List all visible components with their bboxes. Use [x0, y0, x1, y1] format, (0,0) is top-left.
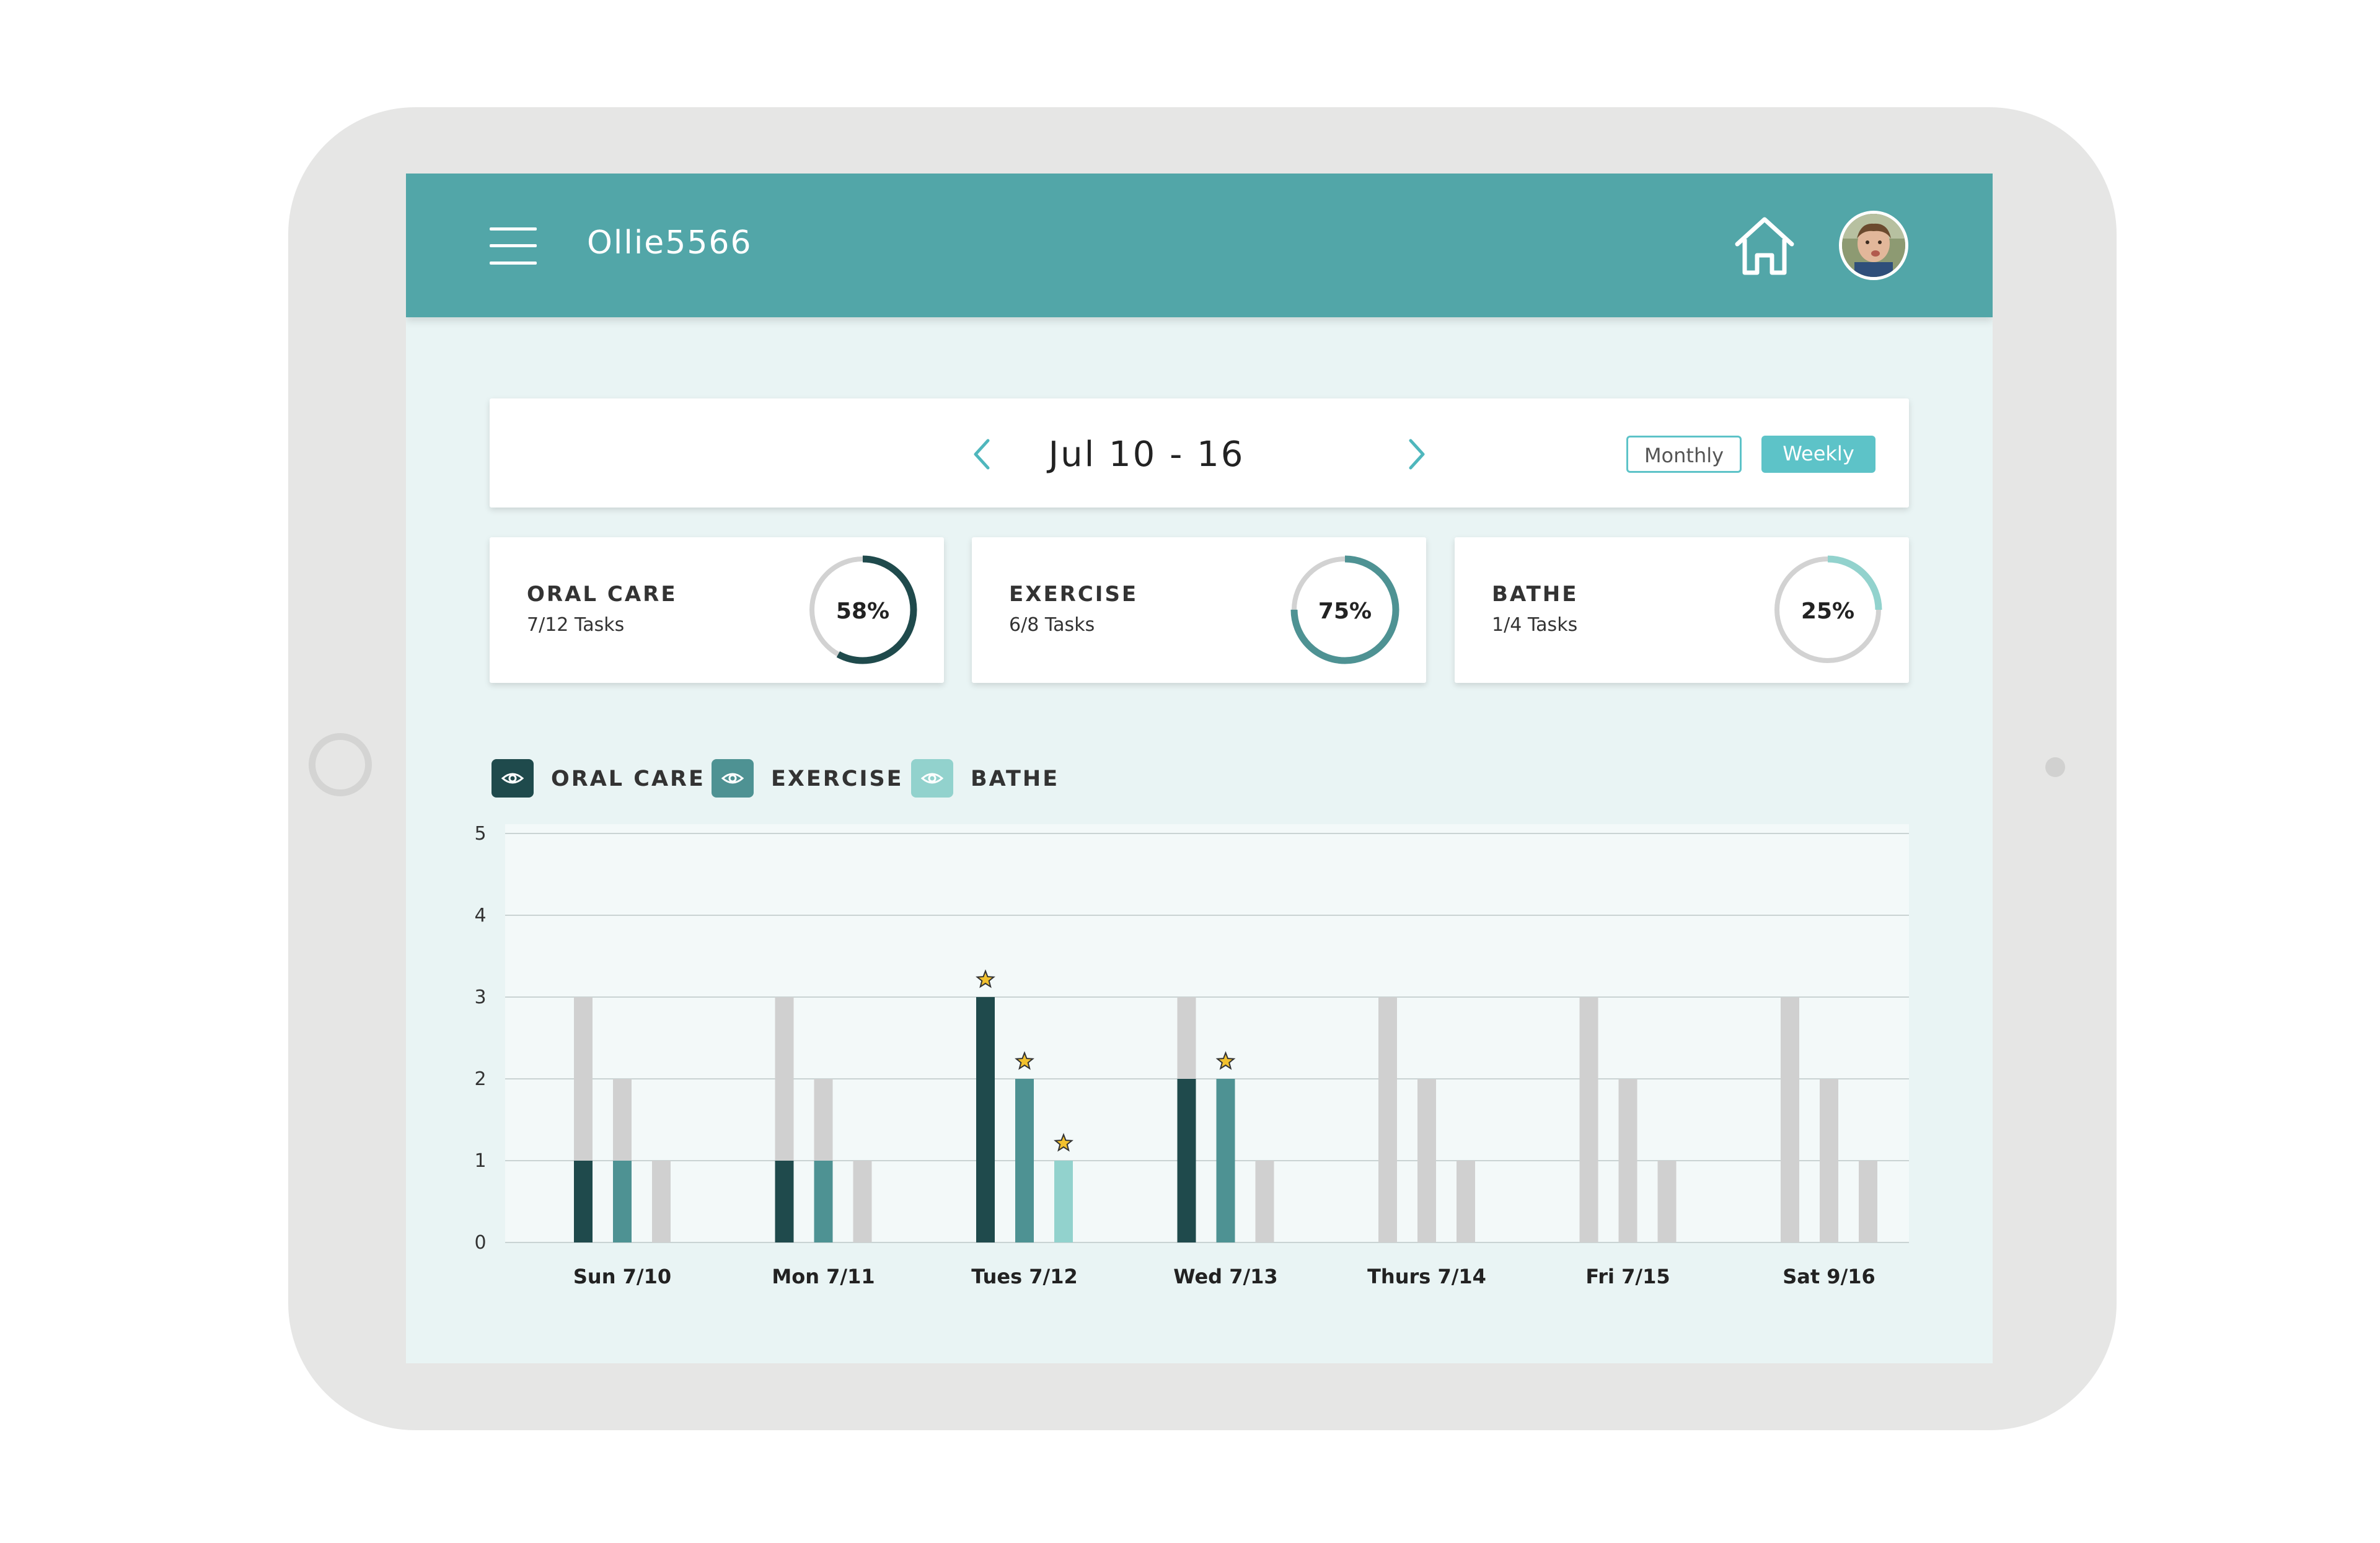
value-bar — [1177, 1079, 1196, 1242]
tablet-home-button — [309, 733, 372, 796]
goal-bar — [1579, 997, 1598, 1242]
y-tick-label: 2 — [474, 1068, 486, 1090]
stat-card-exercise[interactable]: EXERCISE 6/8 Tasks 75% — [972, 537, 1426, 683]
progress-percent: 58% — [836, 599, 889, 624]
date-navigator: Jul 10 - 16 Monthly Weekly — [490, 398, 1909, 508]
stat-tasks: 6/8 Tasks — [1009, 614, 1095, 636]
stat-tasks: 7/12 Tasks — [527, 614, 625, 636]
legend-label: EXERCISE — [771, 767, 904, 791]
y-tick-label: 3 — [474, 987, 486, 1008]
progress-ring: 58% — [808, 555, 917, 664]
goal-bar — [1618, 1079, 1637, 1242]
chevron-left-icon[interactable] — [969, 437, 994, 472]
stat-title: EXERCISE — [1009, 582, 1139, 607]
star-icon — [1054, 1133, 1073, 1152]
x-tick-label: Thurs 7/14 — [1367, 1265, 1486, 1288]
stat-title: BATHE — [1492, 582, 1579, 607]
x-tick-label: Wed 7/13 — [1173, 1265, 1277, 1288]
weekly-view-button[interactable]: Weekly — [1761, 436, 1875, 473]
x-tick-label: Mon 7/11 — [772, 1265, 875, 1288]
goal-bar — [1820, 1079, 1838, 1242]
star-icon — [1015, 1051, 1034, 1070]
star-icon — [976, 969, 995, 988]
goal-bar — [1859, 1161, 1877, 1242]
date-range-label: Jul 10 - 16 — [1048, 434, 1245, 475]
weekly-task-chart: 0 1 2 3 4 5 Sun 7/10 Mon 7/11 Tues 7/12 Wed 7/13 T… — [474, 823, 1909, 1288]
legend-label: BATHE — [971, 767, 1060, 791]
goal-bar — [1781, 997, 1799, 1242]
progress-percent: 25% — [1801, 599, 1854, 624]
x-tick-label: Fri 7/15 — [1585, 1265, 1670, 1288]
tablet-camera — [2045, 757, 2065, 777]
goal-bar — [652, 1161, 671, 1242]
app-screen: Ollie5566 Jul 10 - 16 Monthly — [406, 174, 1993, 1363]
stat-card-bathe[interactable]: BATHE 1/4 Tasks 25% — [1455, 537, 1909, 683]
value-bar — [1054, 1161, 1073, 1242]
legend-item-exercise[interactable]: EXERCISE — [712, 759, 902, 798]
legend-swatch[interactable] — [491, 759, 534, 798]
goal-bar — [1657, 1161, 1677, 1242]
hamburger-menu-icon[interactable] — [490, 227, 537, 265]
chevron-right-icon[interactable] — [1404, 437, 1429, 472]
value-bar — [574, 1161, 593, 1242]
progress-percent: 75% — [1318, 599, 1372, 624]
goal-bar — [1457, 1161, 1475, 1242]
goal-bar — [1417, 1079, 1436, 1242]
value-bar — [814, 1161, 833, 1242]
goal-bar — [1255, 1161, 1274, 1242]
value-bar — [613, 1161, 632, 1242]
value-bar — [1015, 1079, 1034, 1242]
progress-ring: 25% — [1773, 555, 1882, 664]
goal-bar — [853, 1161, 872, 1242]
progress-ring: 75% — [1290, 555, 1399, 664]
x-tick-label: Sun 7/10 — [573, 1265, 671, 1288]
username-title: Ollie5566 — [587, 224, 752, 262]
value-bar — [1216, 1079, 1235, 1242]
user-avatar-photo — [1842, 214, 1905, 277]
chart-plot-area — [505, 824, 1909, 1242]
value-bar — [976, 997, 995, 1242]
stat-title: ORAL CARE — [527, 582, 677, 607]
eye-icon — [501, 773, 524, 784]
x-tick-label: Tues 7/12 — [971, 1265, 1077, 1288]
eye-icon — [920, 773, 944, 784]
y-tick-label: 5 — [474, 823, 486, 845]
legend-swatch[interactable] — [911, 759, 953, 798]
y-tick-label: 4 — [474, 905, 486, 926]
stat-tasks: 1/4 Tasks — [1492, 614, 1578, 636]
value-bar — [775, 1161, 794, 1242]
legend-label: ORAL CARE — [551, 767, 705, 791]
legend-item-bathe[interactable]: BATHE — [911, 759, 1066, 798]
stat-card-oral-care[interactable]: ORAL CARE 7/12 Tasks 58% — [490, 537, 944, 683]
avatar[interactable] — [1839, 211, 1908, 280]
legend-item-oral-care[interactable]: ORAL CARE — [491, 759, 703, 798]
goal-bar — [1378, 997, 1397, 1242]
monthly-view-button[interactable]: Monthly — [1626, 436, 1742, 473]
star-icon — [1215, 1051, 1236, 1070]
legend-swatch[interactable] — [712, 759, 754, 798]
eye-icon — [721, 773, 744, 784]
x-tick-label: Sat 9/16 — [1783, 1265, 1875, 1288]
y-tick-label: 1 — [474, 1150, 486, 1172]
house-icon[interactable] — [1732, 213, 1797, 278]
top-bar: Ollie5566 — [406, 174, 1993, 317]
y-tick-label: 0 — [474, 1232, 486, 1254]
